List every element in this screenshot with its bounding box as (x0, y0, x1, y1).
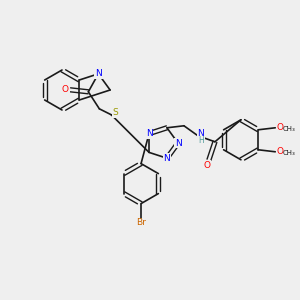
Text: O: O (62, 85, 69, 94)
Text: N: N (198, 129, 204, 138)
Text: H: H (198, 136, 204, 145)
Text: O: O (203, 161, 210, 170)
Text: CH₃: CH₃ (283, 150, 296, 156)
Text: N: N (175, 139, 182, 148)
Text: N: N (164, 154, 170, 163)
Text: N: N (95, 69, 102, 78)
Text: N: N (146, 129, 152, 138)
Text: O: O (277, 123, 284, 132)
Text: Br: Br (136, 218, 146, 227)
Text: S: S (112, 108, 118, 117)
Text: O: O (277, 147, 284, 156)
Text: CH₃: CH₃ (283, 126, 296, 132)
